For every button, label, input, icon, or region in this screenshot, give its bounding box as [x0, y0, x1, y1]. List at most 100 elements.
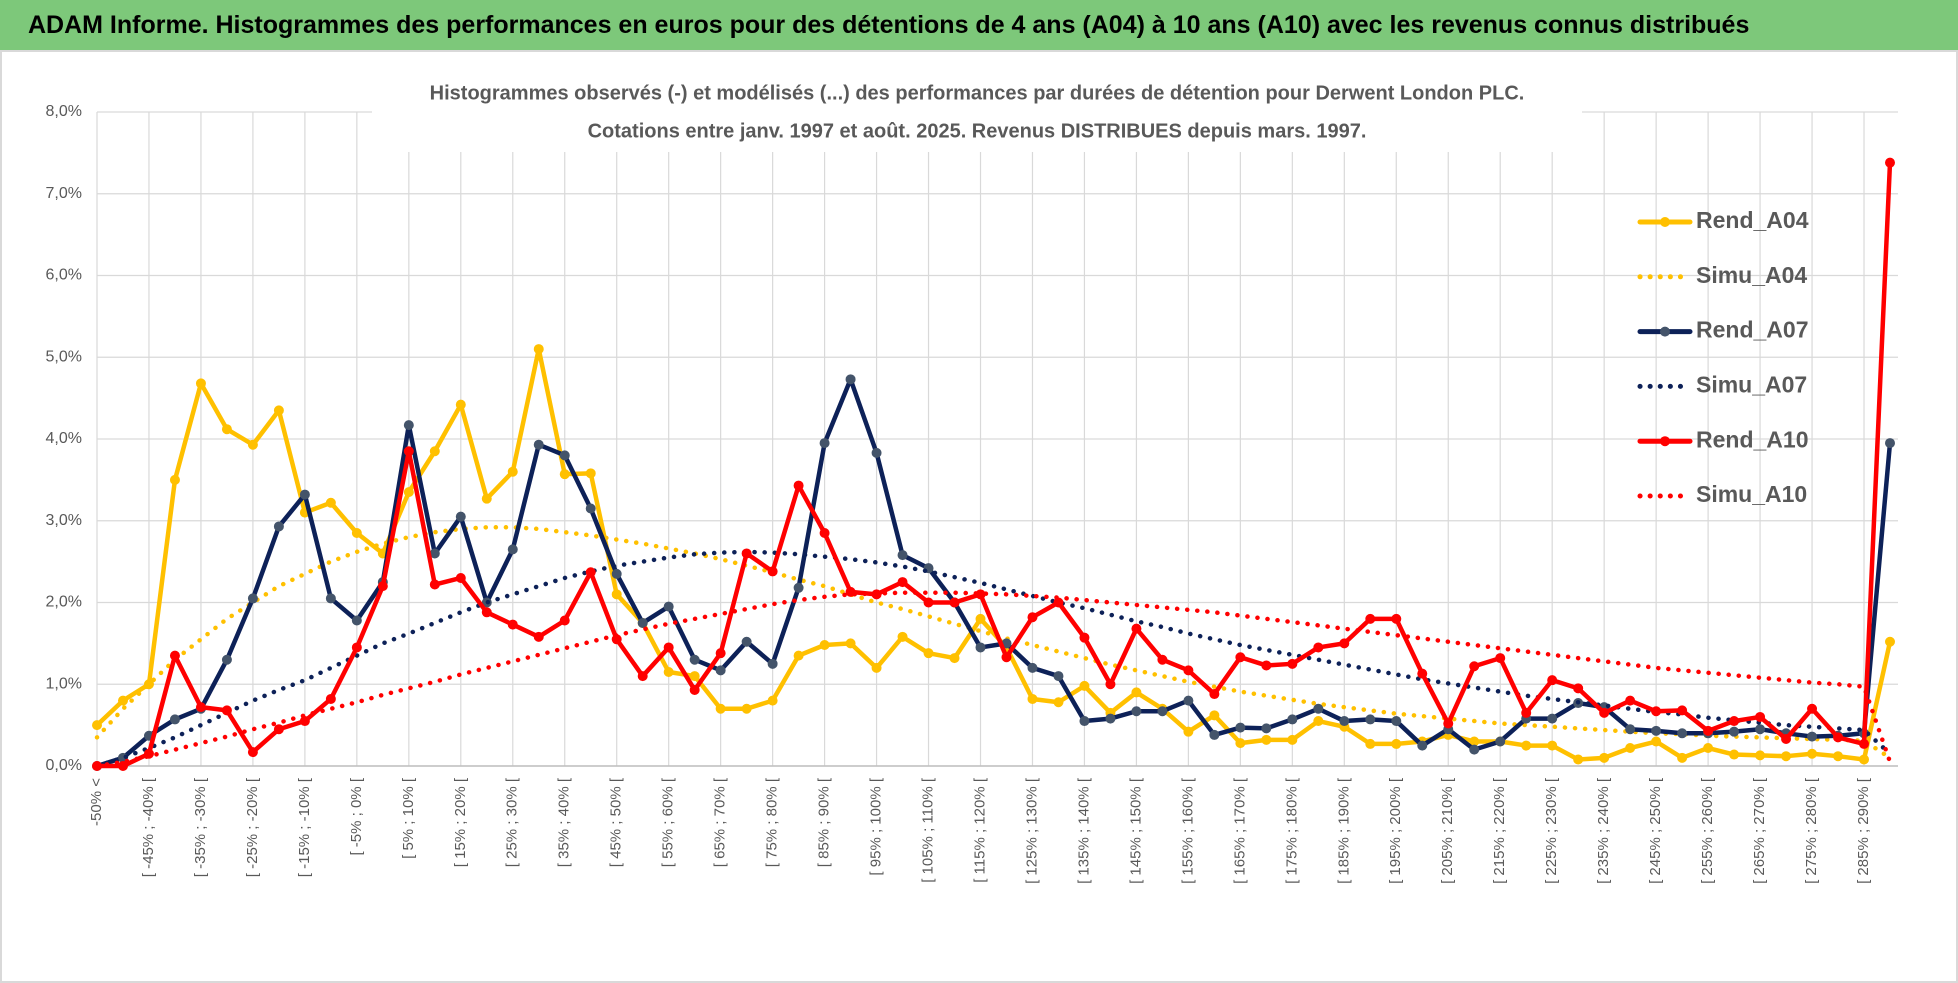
point-marker — [533, 631, 544, 642]
point-marker — [663, 666, 674, 677]
point-marker — [325, 693, 336, 704]
point-marker — [819, 438, 830, 449]
point-marker — [1469, 661, 1480, 672]
legend-label: Rend_A04 — [1696, 207, 1809, 233]
x-tick-label: [ 255% ; 260% [ — [1699, 777, 1716, 884]
point-marker — [273, 405, 284, 416]
point-marker — [1287, 714, 1298, 725]
point-marker — [1521, 707, 1532, 718]
y-tick-label: 6,0% — [46, 267, 82, 284]
point-marker — [1027, 662, 1038, 673]
point-marker — [117, 761, 128, 771]
series-line — [94, 549, 1893, 769]
point-marker — [1703, 725, 1714, 736]
x-tick-label: [ 215% ; 220% [ — [1491, 777, 1508, 884]
legend-marker — [1660, 326, 1670, 337]
point-marker — [169, 650, 180, 661]
y-tick-label: 3,0% — [46, 512, 82, 529]
point-marker — [1703, 743, 1714, 754]
point-marker — [403, 446, 414, 457]
point-marker — [169, 714, 180, 725]
point-marker — [1677, 705, 1688, 716]
point-marker — [1365, 738, 1376, 749]
point-marker — [169, 474, 180, 485]
legend-label: Rend_A07 — [1696, 317, 1808, 343]
x-tick-label: [ 105% ; 110% [ — [920, 777, 937, 883]
x-tick-label: [ 65% ; 70% [ — [712, 777, 729, 867]
legend-marker — [1660, 436, 1670, 447]
point-marker — [351, 528, 362, 539]
point-marker — [949, 597, 960, 608]
legend-label: Rend_A10 — [1696, 426, 1808, 452]
point-marker — [1313, 716, 1324, 727]
chart-subtitle: Cotations entre janv. 1997 et août. 2025… — [588, 120, 1367, 142]
point-marker — [923, 597, 934, 608]
point-marker — [949, 653, 960, 664]
point-marker — [1235, 722, 1246, 733]
x-tick-label: [ 275% ; 280% [ — [1803, 777, 1820, 884]
point-marker — [1209, 710, 1220, 721]
x-tick-label: [ 85% ; 90% [ — [816, 777, 833, 867]
point-marker — [1287, 658, 1298, 669]
point-marker — [1001, 652, 1012, 663]
point-marker — [1235, 652, 1246, 663]
x-tick-label: [ 5% ; 10% [ — [400, 777, 417, 859]
point-marker — [1833, 732, 1844, 743]
point-marker — [1521, 740, 1532, 751]
point-marker — [585, 468, 596, 479]
point-marker — [351, 642, 362, 653]
point-marker — [689, 671, 700, 682]
legend: Rend_A04 Simu_A04 Rend_A07 Simu_A07 Rend_A10… — [1637, 207, 1809, 507]
point-marker — [585, 503, 596, 514]
point-marker — [1469, 744, 1480, 755]
x-tick-label: [ 75% ; 80% [ — [764, 777, 781, 867]
point-marker — [1599, 752, 1610, 763]
x-tick-label: [ -35% ; -30% [ — [192, 777, 209, 877]
point-marker — [507, 619, 518, 630]
point-marker — [611, 589, 622, 600]
point-marker — [1781, 734, 1792, 745]
x-tick-label: [ 185% ; 190% [ — [1335, 777, 1352, 884]
x-tick-label: [ 95% ; 100% [ — [868, 777, 885, 875]
point-marker — [1131, 687, 1142, 698]
x-tick-label: [ 35% ; 40% [ — [556, 777, 573, 867]
point-marker — [871, 447, 882, 458]
point-marker — [117, 695, 128, 706]
point-marker — [1651, 706, 1662, 717]
point-marker — [1443, 718, 1454, 729]
point-marker — [1313, 642, 1324, 653]
point-marker — [819, 640, 830, 651]
point-marker — [689, 654, 700, 665]
point-marker — [1417, 668, 1428, 679]
point-marker — [1547, 675, 1558, 686]
point-marker — [1235, 738, 1246, 749]
x-tick-label: [ -5% ; 0% [ — [348, 777, 365, 855]
chart-title: Histogrammes observés (-) et modélisés (… — [430, 82, 1525, 104]
point-marker — [663, 601, 674, 612]
point-marker — [325, 497, 336, 508]
point-marker — [92, 720, 102, 731]
point-marker — [299, 716, 310, 727]
x-tick-label: [ 135% ; 140% [ — [1075, 777, 1092, 884]
point-marker — [819, 528, 830, 539]
point-marker — [1885, 438, 1895, 449]
x-tick-label: [ 205% ; 210% [ — [1439, 777, 1456, 884]
point-marker — [1729, 749, 1740, 760]
chart: 0,0% 1,0% 2,0% 3,0% 4,0% 5,0% 6,0% 7,0% 8,0% -50%… — [0, 50, 1958, 983]
point-marker — [507, 466, 518, 477]
point-marker — [1729, 716, 1740, 727]
x-tick-label: [ -25% ; -20% [ — [244, 777, 261, 877]
x-tick-label: [ 225% ; 230% [ — [1543, 777, 1560, 884]
point-marker — [1391, 716, 1402, 727]
point-marker — [1547, 740, 1558, 751]
point-marker — [1651, 725, 1662, 736]
y-tick-label: 0,0% — [46, 757, 82, 774]
point-marker — [1677, 752, 1688, 763]
point-marker — [1807, 703, 1818, 714]
y-tick-label: 8,0% — [46, 103, 82, 120]
point-marker — [1859, 738, 1870, 749]
legend-label: Simu_A07 — [1696, 371, 1807, 397]
point-marker — [559, 450, 570, 461]
point-marker — [481, 607, 492, 618]
point-marker — [975, 613, 986, 624]
